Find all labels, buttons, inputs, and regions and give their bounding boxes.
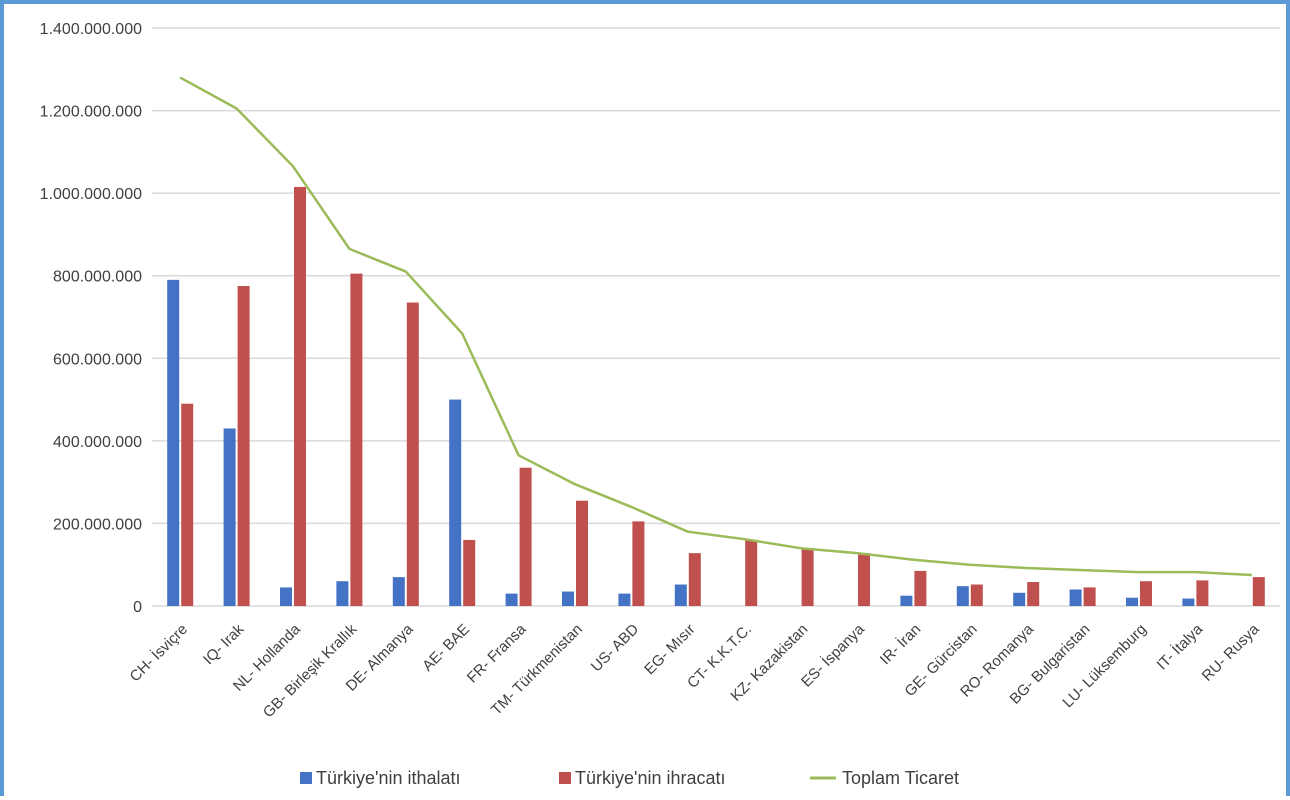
x-category-label: IT- İtalya [1153,620,1207,674]
bar-export [689,553,701,606]
bar-import [1070,589,1082,606]
bar-import [167,280,179,606]
bar-import [449,400,461,606]
y-axis-tick-labels: 0 200.000.000 400.000.000 600.000.000 800.00… [40,21,142,616]
x-category-label: EG- Mısır [641,621,698,678]
bar-export [407,303,419,606]
bar-import [336,581,348,606]
bar-import [618,594,630,606]
bar-export [1196,580,1208,606]
bar-import [675,585,687,606]
legend: Türkiye'nin ithalatı Türkiye'nin ihracatı… [300,768,959,788]
bar-export [294,187,306,606]
bar-export [632,521,644,606]
bar-export [238,286,250,606]
y-tick-label: 1.200.000.000 [40,104,142,121]
legend-label: Türkiye'nin ithalatı [316,768,461,788]
x-category-label: IQ- Irak [200,620,248,668]
legend-swatch [559,772,571,784]
x-category-label: RU- Rusya [1199,620,1263,684]
legend-label: Toplam Ticaret [842,768,959,788]
bar-export [914,571,926,606]
bar-import [900,596,912,606]
bar-export [1027,582,1039,606]
y-tick-label: 0 [133,599,142,616]
y-tick-label: 1.400.000.000 [40,21,142,38]
bar-export [745,540,757,606]
bar-import [393,577,405,606]
bar-import [1126,598,1138,606]
bar-export [520,468,532,606]
gridlines [152,28,1280,606]
bar-export [802,548,814,606]
x-category-label: US- ABD [588,621,643,676]
bar-export [181,404,193,606]
bar-import [224,428,236,606]
total-trade-line [180,78,1252,575]
bars [167,187,1265,606]
bar-export [971,585,983,606]
bar-import [280,587,292,606]
x-category-label: CH- İsviçre [126,620,191,685]
y-tick-label: 800.000.000 [53,269,142,286]
bar-import [506,594,518,606]
bar-import [562,592,574,606]
total-trade-line-layer [180,78,1252,576]
bar-line-chart: 0 200.000.000 400.000.000 600.000.000 800.00… [4,4,1290,800]
bar-export [1084,587,1096,606]
bar-export [576,501,588,606]
bar-export [1253,577,1265,606]
y-tick-label: 400.000.000 [53,434,142,451]
y-tick-label: 200.000.000 [53,516,142,533]
legend-swatch [300,772,312,784]
x-category-label: AE- BAE [419,621,473,675]
bar-import [1013,593,1025,606]
bar-import [1182,599,1194,606]
y-tick-label: 1.000.000.000 [40,186,142,203]
legend-label: Türkiye'nin ihracatı [575,768,726,788]
bar-export [463,540,475,606]
bar-export [350,274,362,606]
x-category-label: IR- İran [876,620,924,668]
bar-import [957,586,969,606]
x-category-label: GB- Birleşik Krallık [260,620,361,721]
bar-export [1140,581,1152,606]
y-tick-label: 600.000.000 [53,351,142,368]
bar-export [858,553,870,606]
